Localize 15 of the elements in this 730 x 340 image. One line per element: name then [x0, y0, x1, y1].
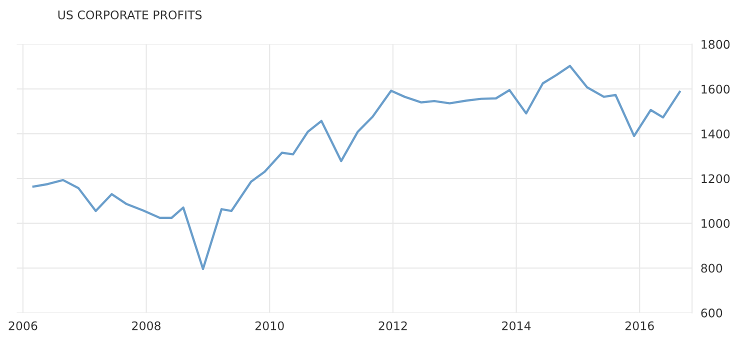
x-tick-label: 2008: [132, 321, 161, 330]
y-tick-label: 1800: [702, 40, 730, 49]
line-series: [32, 64, 681, 270]
y-tick-label: 1600: [702, 84, 730, 94]
y-tick-label: 1400: [702, 129, 730, 138]
x-tick-label: 2010: [255, 321, 284, 330]
y-tick-label: 1200: [702, 174, 730, 184]
chart-title: US CORPORATE PROFITS: [58, 10, 202, 20]
y-tick-label: 1000: [702, 218, 730, 228]
y-tick-label: 600: [701, 308, 722, 318]
x-tick-label: 2006: [8, 321, 38, 330]
x-tick-label: 2014: [502, 321, 531, 330]
x-tick-label: 2016: [625, 321, 654, 330]
y-tick-label: 800: [701, 264, 722, 273]
x-tick-label: 2012: [378, 321, 407, 330]
